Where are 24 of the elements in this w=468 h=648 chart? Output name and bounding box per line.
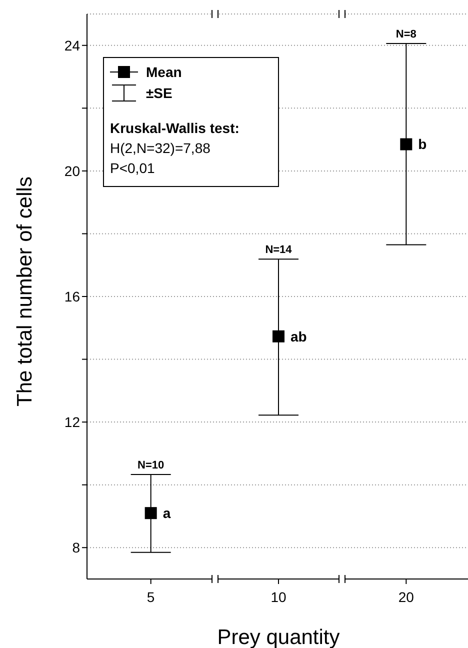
y-tick-label: 20 xyxy=(64,162,80,179)
x-tick-label: 20 xyxy=(398,588,414,605)
annotation: ±SE xyxy=(146,85,172,101)
annotation: P<0,01 xyxy=(110,159,156,178)
y-axis-title: The total number of cells xyxy=(13,176,36,406)
legend-label: Mean xyxy=(146,64,182,80)
annotation: ab xyxy=(290,328,307,344)
annotation: b xyxy=(418,136,427,152)
y-tick-label: 8 xyxy=(72,540,80,556)
x-axis-title: Prey quantity xyxy=(217,626,340,648)
point xyxy=(144,507,157,520)
annotation: N=14 xyxy=(265,244,293,256)
annotation: N=10 xyxy=(138,459,164,472)
y-tick-label: 24 xyxy=(64,37,80,54)
annotation: a xyxy=(162,505,171,522)
x-tick-label: 10 xyxy=(270,588,286,605)
y-tick-label: 12 xyxy=(64,414,80,430)
annotation: H(2,N=32)=7,88 xyxy=(110,139,212,158)
annotation: Kruskal-Wallis test: xyxy=(110,119,240,138)
y-tick-label: 16 xyxy=(64,288,80,304)
annotation: N=8 xyxy=(396,28,416,41)
point xyxy=(400,138,412,150)
point xyxy=(272,330,284,342)
x-tick-label: 5 xyxy=(146,588,155,605)
